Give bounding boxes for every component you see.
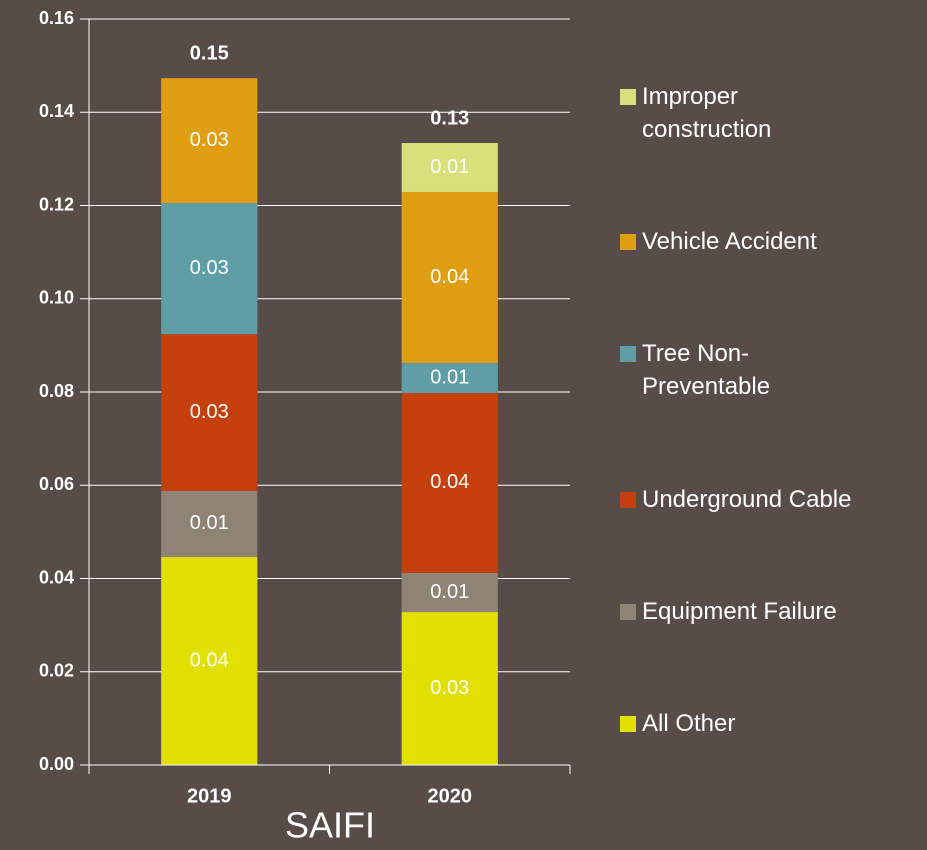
bar-segment xyxy=(401,143,498,192)
total-label: 0.13 xyxy=(430,107,469,129)
data-label: 0.01 xyxy=(430,581,469,603)
y-tick-label: 0.12 xyxy=(39,194,74,214)
y-tick-label: 0.10 xyxy=(39,288,74,308)
bar-segment xyxy=(401,612,498,765)
legend-swatch xyxy=(620,88,636,105)
bar-segment xyxy=(401,392,498,573)
data-label: 0.01 xyxy=(190,512,229,534)
legend-swatch xyxy=(620,346,636,363)
legend-swatch xyxy=(620,716,636,733)
bar-segment xyxy=(161,557,258,765)
legend-item: All Other xyxy=(620,707,851,740)
y-tick-label: 0.02 xyxy=(39,661,74,681)
legend-item: Underground Cable xyxy=(620,483,851,516)
x-tick-label: 2020 xyxy=(428,785,473,807)
data-label: 0.03 xyxy=(190,129,229,151)
legend: All Other Equipment Failure Underground Ca… xyxy=(620,40,851,780)
x-axis-title: SAIFI xyxy=(285,805,375,846)
legend-item: Vehicle Accident xyxy=(620,225,851,258)
legend-swatch xyxy=(620,233,636,250)
legend-label: All Other xyxy=(642,710,736,738)
y-tick-label: 0.04 xyxy=(39,567,74,587)
x-tick-label: 2019 xyxy=(187,785,232,807)
bar-segment xyxy=(161,334,258,491)
data-label: 0.03 xyxy=(430,677,469,699)
data-label: 0.03 xyxy=(190,401,229,423)
bar-segment xyxy=(401,191,498,364)
data-label: 0.03 xyxy=(190,257,229,279)
y-tick-label: 0.14 xyxy=(39,101,74,121)
legend-item: Equipment Failure xyxy=(620,595,851,628)
y-tick-label: 0.16 xyxy=(39,8,74,28)
y-tick-label: 0.06 xyxy=(39,474,74,494)
data-label: 0.04 xyxy=(430,471,469,493)
total-label: 0.15 xyxy=(190,42,229,64)
bar-segment xyxy=(401,572,498,613)
legend-label: Underground Cable xyxy=(642,485,852,513)
bar-segment xyxy=(161,203,258,335)
legend-item: Improper construction xyxy=(620,80,851,146)
legend-swatch xyxy=(620,491,636,508)
data-label: 0.04 xyxy=(430,266,469,288)
legend-label: Equipment Failure xyxy=(642,597,837,625)
y-tick-label: 0.08 xyxy=(39,381,74,401)
data-label: 0.01 xyxy=(430,156,469,178)
y-tick-label: 0.00 xyxy=(39,754,74,774)
bar-segment xyxy=(401,363,498,393)
bar-segment xyxy=(161,78,258,204)
legend-label: Tree Non-Preventable xyxy=(642,340,771,401)
legend-swatch xyxy=(620,603,636,620)
data-label: 0.01 xyxy=(430,366,469,388)
legend-label: Vehicle Accident xyxy=(642,227,817,255)
legend-item: Tree Non-Preventable xyxy=(620,337,851,403)
bar-segment xyxy=(161,490,258,558)
legend-label: Improper construction xyxy=(642,82,772,143)
data-label: 0.04 xyxy=(190,649,229,671)
